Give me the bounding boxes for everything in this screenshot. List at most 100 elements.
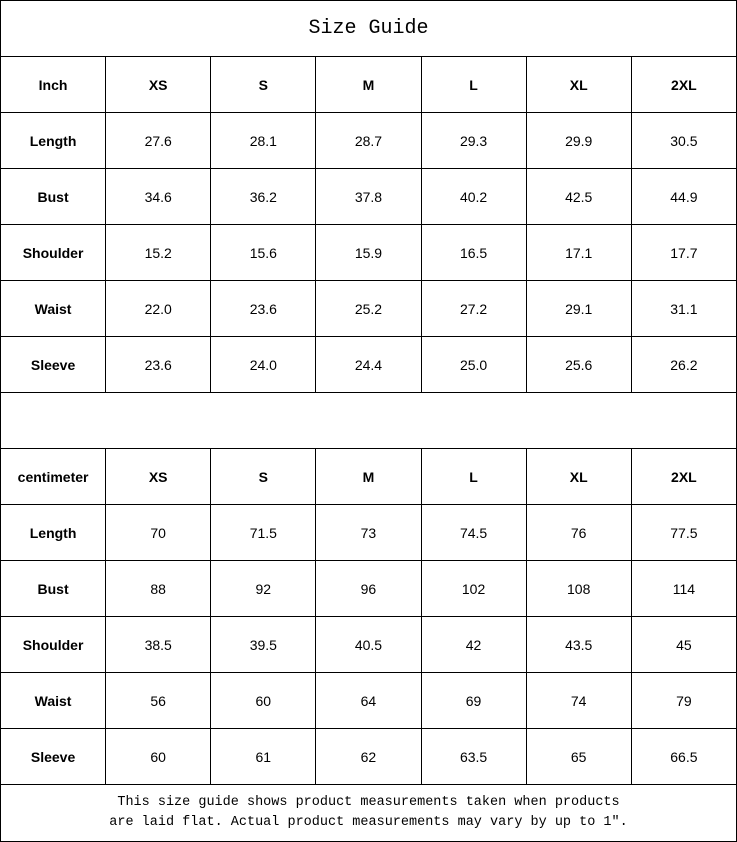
measurement-label: Shoulder [0,224,107,281]
measurement-value: 43.5 [525,616,632,673]
measurement-value: 25.6 [525,336,632,393]
measurement-value: 61 [210,728,317,785]
measurement-value: 23.6 [210,280,317,337]
measurement-value: 39.5 [210,616,317,673]
size-header: 2XL [630,56,737,113]
measurement-value: 102 [420,560,527,617]
measurement-label: Length [0,112,107,169]
size-header: S [210,56,317,113]
measurement-label: Bust [0,168,107,225]
footer-line-2: are laid flat. Actual product measuremen… [109,815,628,830]
size-header: M [315,448,422,505]
table-row: Shoulder 15.2 15.6 15.9 16.5 17.1 17.7 [0,224,737,281]
measurement-value: 42.5 [525,168,632,225]
size-header: XL [525,448,632,505]
measurement-value: 88 [105,560,212,617]
measurement-value: 17.1 [525,224,632,281]
size-header: S [210,448,317,505]
measurement-value: 28.1 [210,112,317,169]
measurement-value: 65 [525,728,632,785]
centimeter-header-row: centimeter XS S M L XL 2XL [0,448,737,505]
measurement-value: 40.5 [315,616,422,673]
title-row: Size Guide [0,0,737,57]
measurement-value: 26.2 [630,336,737,393]
measurement-value: 66.5 [630,728,737,785]
measurement-label: Length [0,504,107,561]
measurement-value: 24.0 [210,336,317,393]
measurement-value: 34.6 [105,168,212,225]
measurement-label: Waist [0,672,107,729]
table-row: Bust 88 92 96 102 108 114 [0,560,737,617]
measurement-value: 28.7 [315,112,422,169]
table-row: Waist 22.0 23.6 25.2 27.2 29.1 31.1 [0,280,737,337]
measurement-value: 108 [525,560,632,617]
size-header: XS [105,448,212,505]
measurement-value: 92 [210,560,317,617]
spacer-cell [0,392,737,449]
measurement-value: 42 [420,616,527,673]
measurement-value: 74.5 [420,504,527,561]
measurement-value: 17.7 [630,224,737,281]
measurement-value: 37.8 [315,168,422,225]
measurement-value: 15.2 [105,224,212,281]
measurement-value: 31.1 [630,280,737,337]
measurement-value: 74 [525,672,632,729]
measurement-value: 64 [315,672,422,729]
size-header: XL [525,56,632,113]
measurement-value: 16.5 [420,224,527,281]
measurement-value: 36.2 [210,168,317,225]
measurement-value: 44.9 [630,168,737,225]
measurement-value: 22.0 [105,280,212,337]
size-header: L [420,448,527,505]
table-row: Waist 56 60 64 69 74 79 [0,672,737,729]
measurement-value: 24.4 [315,336,422,393]
measurement-value: 77.5 [630,504,737,561]
measurement-value: 25.0 [420,336,527,393]
size-header: 2XL [630,448,737,505]
footer-note: This size guide shows product measuremen… [0,784,737,842]
measurement-value: 73 [315,504,422,561]
measurement-value: 38.5 [105,616,212,673]
measurement-label: Sleeve [0,336,107,393]
footer-row: This size guide shows product measuremen… [0,784,737,842]
measurement-value: 15.6 [210,224,317,281]
measurement-value: 69 [420,672,527,729]
size-header: L [420,56,527,113]
measurement-value: 96 [315,560,422,617]
measurement-value: 60 [105,728,212,785]
measurement-value: 40.2 [420,168,527,225]
measurement-value: 56 [105,672,212,729]
table-row: Bust 34.6 36.2 37.8 40.2 42.5 44.9 [0,168,737,225]
measurement-value: 62 [315,728,422,785]
unit-label: Inch [0,56,107,113]
table-row: Sleeve 23.6 24.0 24.4 25.0 25.6 26.2 [0,336,737,393]
measurement-value: 70 [105,504,212,561]
measurement-value: 29.3 [420,112,527,169]
measurement-value: 27.6 [105,112,212,169]
measurement-value: 30.5 [630,112,737,169]
table-row: Length 27.6 28.1 28.7 29.3 29.9 30.5 [0,112,737,169]
table-row: Length 70 71.5 73 74.5 76 77.5 [0,504,737,561]
measurement-label: Bust [0,560,107,617]
measurement-label: Waist [0,280,107,337]
measurement-value: 23.6 [105,336,212,393]
measurement-value: 25.2 [315,280,422,337]
measurement-value: 71.5 [210,504,317,561]
measurement-value: 29.9 [525,112,632,169]
measurement-value: 114 [630,560,737,617]
table-row: Sleeve 60 61 62 63.5 65 66.5 [0,728,737,785]
table-row: Shoulder 38.5 39.5 40.5 42 43.5 45 [0,616,737,673]
measurement-value: 76 [525,504,632,561]
size-header: XS [105,56,212,113]
measurement-value: 29.1 [525,280,632,337]
measurement-label: Shoulder [0,616,107,673]
spacer-row [0,392,737,449]
measurement-value: 15.9 [315,224,422,281]
measurement-value: 60 [210,672,317,729]
measurement-value: 63.5 [420,728,527,785]
measurement-label: Sleeve [0,728,107,785]
footer-line-1: This size guide shows product measuremen… [117,795,620,810]
measurement-value: 27.2 [420,280,527,337]
measurement-value: 79 [630,672,737,729]
